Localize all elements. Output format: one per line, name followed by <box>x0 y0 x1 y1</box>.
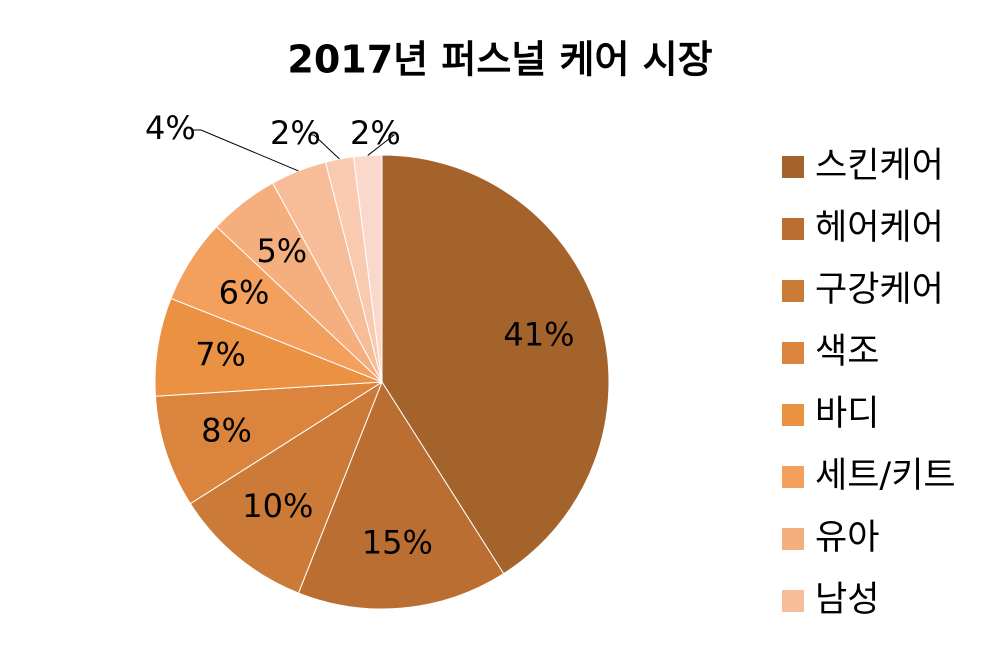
legend-swatch <box>782 218 804 240</box>
legend-label: 구강케어 <box>815 270 944 310</box>
legend-swatch <box>782 280 804 302</box>
legend-label: 유아 <box>815 518 879 558</box>
legend-swatch <box>782 156 804 178</box>
data-label: 8% <box>201 412 252 450</box>
leader-line <box>310 134 340 160</box>
data-label: 4% <box>145 109 196 147</box>
data-label: 15% <box>362 524 433 562</box>
legend-swatch <box>782 342 804 364</box>
legend-swatch <box>782 528 804 550</box>
data-label: 2% <box>270 114 321 152</box>
legend-label: 색조 <box>815 332 879 372</box>
pie-slice <box>154 381 383 505</box>
leader-line <box>367 134 396 156</box>
legend-label: 스킨케어 <box>815 146 944 186</box>
pie-slice <box>297 380 505 610</box>
leader-line <box>191 129 299 172</box>
data-label: 2% <box>350 114 401 152</box>
pie-slice <box>381 154 610 575</box>
legend-swatch <box>782 466 804 488</box>
legend-label: 헤어케어 <box>815 208 944 248</box>
data-label: 5% <box>256 232 307 270</box>
legend-label: 바디 <box>815 394 879 434</box>
data-label: 7% <box>195 335 246 373</box>
legend-swatch <box>782 590 804 612</box>
pie-slice <box>189 380 384 594</box>
data-label: 41% <box>503 315 574 353</box>
legend-label: 남성 <box>815 580 879 620</box>
pie-slice <box>352 154 383 383</box>
data-label: 10% <box>242 487 313 525</box>
chart-title: 2017년 퍼스널 케어 시장 <box>287 38 712 82</box>
legend-label: 세트/키트 <box>815 456 956 496</box>
legend-swatch <box>782 404 804 426</box>
data-label: 6% <box>219 273 270 311</box>
